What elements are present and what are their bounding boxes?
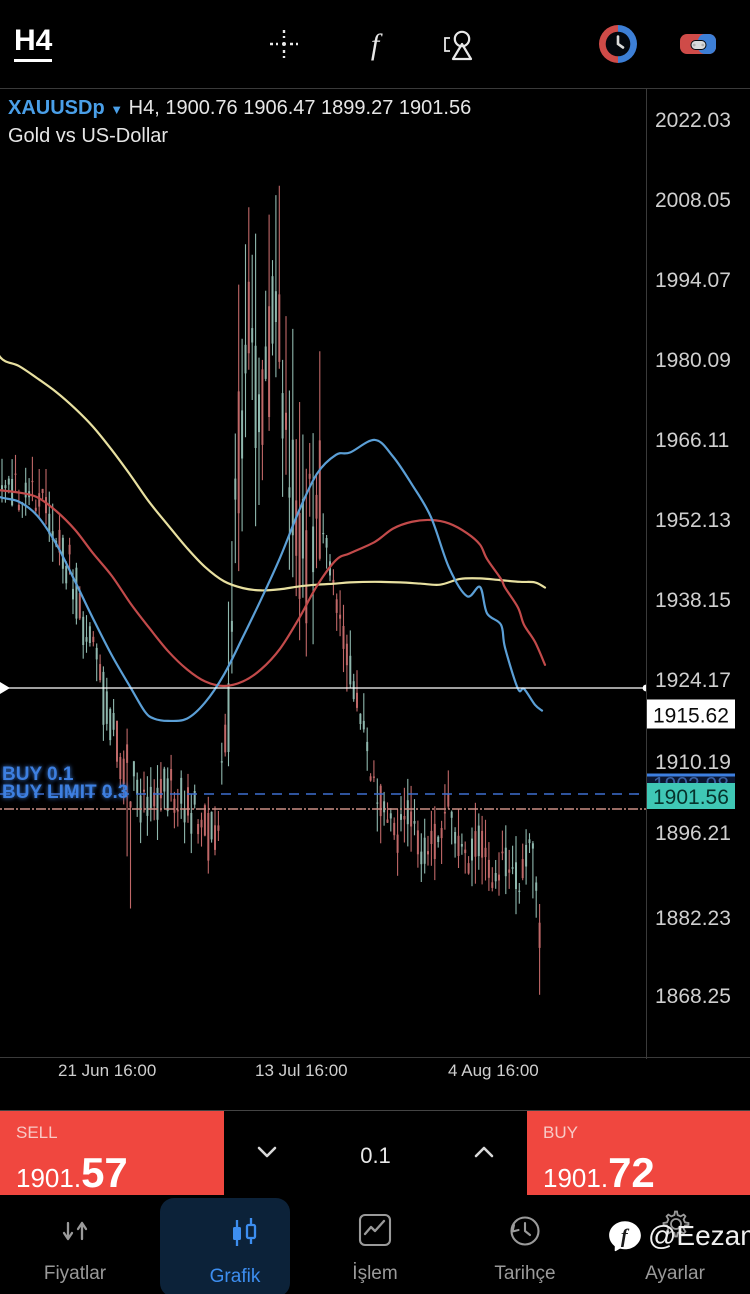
svg-text:f: f bbox=[371, 28, 383, 61]
